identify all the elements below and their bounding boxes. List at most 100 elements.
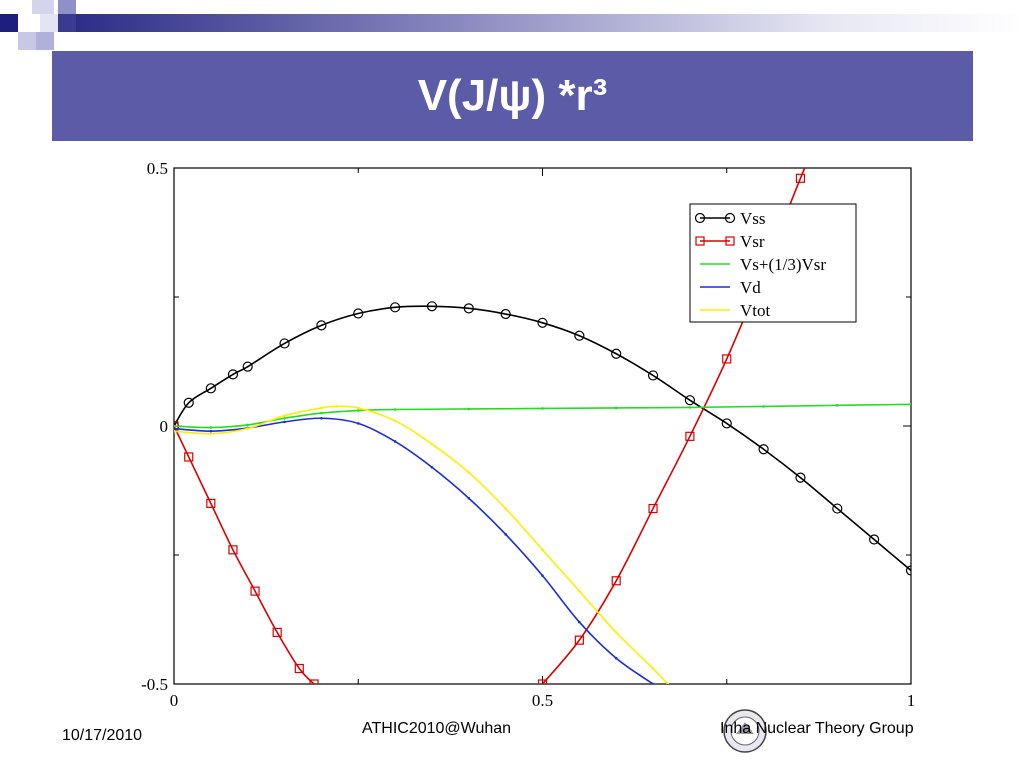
data-point-vss — [869, 534, 880, 545]
x-tick-label: 0.5 — [532, 691, 553, 710]
data-point-vd — [393, 440, 397, 443]
data-point-vss — [905, 565, 911, 576]
legend-label-vtot: Vtot — [740, 301, 771, 320]
data-point-vtot — [467, 471, 471, 474]
data-point-vss — [611, 348, 622, 359]
legend-label-vs-1-3-vsr: Vs+(1/3)Vsr — [740, 255, 826, 274]
data-point-vtot — [209, 432, 213, 436]
legend-box — [689, 203, 857, 323]
data-point-vsr — [250, 586, 260, 596]
legend-label-vd: Vd — [740, 278, 761, 297]
data-point-vs-1-3-vsr — [283, 416, 286, 420]
data-point-vs-1-3-vsr — [356, 409, 360, 412]
x-tick-label: 0 — [170, 691, 179, 710]
series-line-vtot — [174, 405, 669, 684]
data-point-vs-1-3-vsr — [246, 423, 249, 427]
corner-square-light-3 — [40, 14, 58, 32]
data-point-vss — [463, 303, 474, 314]
data-point-vs-1-3-vsr — [209, 426, 213, 429]
data-point-vsr — [206, 498, 216, 508]
data-point-vsr — [795, 173, 806, 183]
series-vss — [174, 301, 911, 576]
data-point-vtot — [541, 548, 544, 552]
data-point-vsr — [309, 679, 319, 684]
data-point-vd — [578, 620, 581, 624]
legend-marker-vsr — [695, 236, 705, 246]
data-point-vss — [183, 397, 194, 408]
series-line-vsr — [174, 425, 315, 684]
data-point-vtot — [283, 414, 286, 417]
data-point-vsr — [574, 635, 584, 645]
data-point-vss — [537, 317, 548, 328]
data-point-vss — [758, 444, 769, 455]
series-vtot — [174, 405, 670, 684]
data-point-vsr — [272, 627, 282, 638]
slide-title: V(J/ψ) *r³ — [417, 71, 608, 120]
data-point-vtot — [334, 405, 338, 408]
data-point-vd — [283, 420, 286, 424]
data-point-vtot — [614, 631, 618, 634]
data-point-vsr — [611, 576, 621, 586]
data-point-vd — [356, 422, 360, 425]
data-point-vsr — [294, 663, 304, 674]
legend-label-vsr: Vsr — [740, 232, 765, 251]
x-tick-label: 1 — [907, 691, 916, 710]
university-seal-icon — [723, 709, 767, 753]
data-point-vss — [500, 308, 511, 320]
data-point-vs-1-3-vsr — [320, 411, 323, 415]
footer-event: ATHIC2010@Wuhan — [362, 720, 512, 737]
data-point-vd — [320, 416, 323, 420]
data-point-vd — [504, 533, 507, 536]
chart-legend: Vss Vsr Vs+(1/3)Vsr Vd Vtot — [689, 203, 857, 323]
data-point-vss — [574, 330, 585, 341]
data-point-vss — [227, 369, 239, 380]
data-point-vss — [353, 308, 364, 319]
corner-square-navy-1 — [0, 14, 18, 32]
data-point-vsr — [833, 87, 841, 95]
data-point-vtot — [356, 406, 360, 410]
header-gradient-strip — [76, 14, 1024, 32]
data-point-vs-1-3-vsr — [762, 405, 765, 408]
data-point-vtot — [504, 507, 507, 510]
data-point-vsr — [537, 679, 548, 684]
data-point-vss — [316, 320, 327, 331]
corner-square-light-2 — [32, 0, 54, 14]
data-point-vsr — [722, 354, 732, 364]
data-point-vsr — [685, 431, 695, 441]
footer-group: Inha Nuclear Theory Group — [720, 720, 914, 737]
legend-marker-vss — [694, 212, 706, 224]
data-point-vsr — [228, 545, 238, 555]
data-point-vs-1-3-vsr — [174, 424, 176, 428]
data-point-vs-1-3-vsr — [467, 407, 471, 411]
data-point-vss — [279, 338, 290, 349]
series-vs-1-3-vsr — [174, 403, 911, 429]
series-vd — [174, 416, 655, 684]
data-point-vss — [426, 301, 438, 312]
data-point-vss — [832, 503, 843, 514]
data-point-vtot — [174, 429, 176, 433]
series-line-vss — [174, 305, 911, 572]
data-point-vd — [209, 429, 213, 433]
data-point-vss — [647, 370, 659, 381]
title-bar: V(J/ψ) *r³ — [52, 51, 973, 141]
corner-square-blue-1 — [58, 0, 76, 14]
data-point-vd — [651, 682, 655, 684]
corner-square-light-4 — [36, 32, 54, 50]
data-point-vss — [390, 302, 401, 313]
legend-marker-vss — [724, 212, 736, 224]
data-point-vsr — [184, 452, 194, 462]
data-point-vss — [205, 383, 216, 394]
data-point-vtot — [320, 406, 323, 410]
data-point-vtot — [666, 682, 670, 684]
y-tick-label: 0.5 — [147, 159, 168, 178]
footer-date: 10/17/2010 — [62, 727, 143, 744]
legend-marker-vsr — [725, 236, 735, 246]
data-point-vtot — [430, 442, 434, 446]
data-point-vd — [541, 574, 544, 577]
data-point-vd — [467, 496, 471, 500]
data-point-vs-1-3-vsr — [614, 406, 618, 410]
y-tick-label: 0 — [160, 417, 169, 436]
data-point-vs-1-3-vsr — [393, 408, 397, 411]
data-point-vtot — [651, 667, 655, 670]
